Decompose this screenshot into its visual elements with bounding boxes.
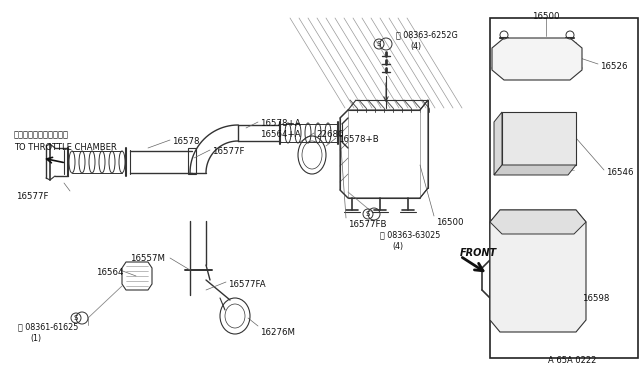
- Text: 16577F: 16577F: [16, 192, 49, 201]
- Text: S: S: [74, 315, 78, 321]
- Bar: [188, 148, 196, 174]
- Text: 16526: 16526: [600, 62, 627, 71]
- Polygon shape: [490, 210, 586, 234]
- Text: 16500: 16500: [436, 218, 463, 227]
- Text: 16598: 16598: [582, 294, 609, 303]
- Text: 16564+A: 16564+A: [260, 130, 301, 139]
- Text: 16578: 16578: [172, 137, 200, 146]
- Text: S: S: [377, 41, 381, 47]
- Polygon shape: [494, 165, 576, 175]
- Text: (1): (1): [30, 334, 41, 343]
- Text: 16577F: 16577F: [212, 147, 244, 156]
- Text: Ⓢ 08361-61625: Ⓢ 08361-61625: [18, 322, 78, 331]
- Text: 16500: 16500: [532, 12, 560, 21]
- Text: (4): (4): [410, 42, 421, 51]
- Text: 16276M: 16276M: [260, 328, 295, 337]
- Text: Ⓢ 08363-6252G: Ⓢ 08363-6252G: [396, 30, 458, 39]
- Text: S: S: [366, 211, 370, 217]
- Text: 16577FB: 16577FB: [348, 220, 387, 229]
- Polygon shape: [490, 210, 586, 332]
- Text: A 65A 0222: A 65A 0222: [548, 356, 596, 365]
- Text: 16564: 16564: [96, 268, 124, 277]
- Text: TO THROTTLE CHAMBER: TO THROTTLE CHAMBER: [14, 143, 116, 152]
- Text: 16557M: 16557M: [130, 254, 165, 263]
- Text: Ⓢ 08363-63025: Ⓢ 08363-63025: [380, 230, 440, 239]
- Text: 22680: 22680: [316, 130, 344, 139]
- Text: 16578+A: 16578+A: [260, 119, 301, 128]
- Text: 16578+B: 16578+B: [338, 135, 379, 144]
- Text: 16546: 16546: [606, 168, 634, 177]
- Bar: [490, 18, 638, 358]
- Text: (4): (4): [392, 242, 403, 251]
- Text: FRONT: FRONT: [460, 248, 497, 258]
- Text: スロットルチャンバーヘ: スロットルチャンバーヘ: [14, 130, 69, 139]
- Text: 16577FA: 16577FA: [228, 280, 266, 289]
- Polygon shape: [494, 112, 502, 175]
- Polygon shape: [492, 38, 582, 80]
- Bar: [502, 112, 576, 165]
